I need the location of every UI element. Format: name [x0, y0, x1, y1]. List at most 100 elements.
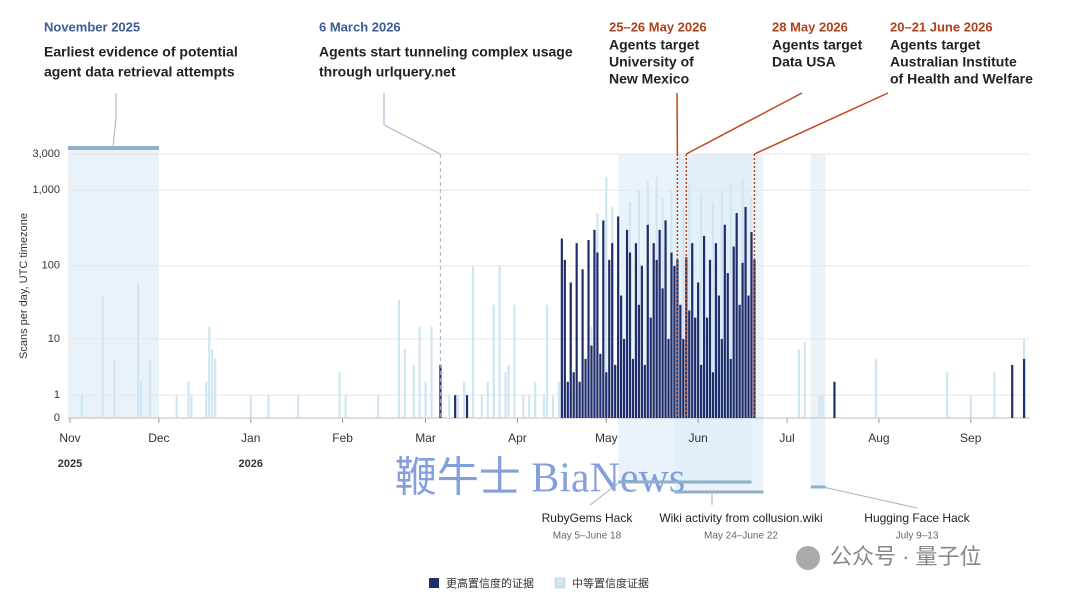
y-tick-label: 10 [48, 333, 60, 345]
bar [708, 259, 712, 418]
bar [101, 295, 104, 418]
bar [694, 317, 697, 418]
annotation-date: 6 March 2026 [319, 19, 401, 34]
bar [833, 381, 836, 418]
bar [545, 304, 549, 418]
bar [587, 240, 590, 418]
bar [711, 201, 715, 418]
legend-swatch [554, 577, 566, 589]
x-tick-label: Nov [59, 431, 80, 445]
bar [969, 395, 972, 418]
bar [682, 207, 685, 418]
x-tick-label: Apr [508, 431, 527, 445]
bar [137, 282, 140, 418]
span-leader [822, 486, 918, 509]
bar [614, 364, 617, 418]
bar [551, 395, 555, 418]
bar [655, 259, 658, 418]
y-tick-label: 100 [42, 260, 60, 272]
bar [590, 345, 593, 418]
bar [637, 304, 640, 418]
bar [513, 304, 516, 418]
x-tick-label: May [595, 431, 618, 445]
x-tick-label: Jan [241, 431, 260, 445]
bar [620, 295, 623, 418]
bar [471, 265, 475, 418]
bar [720, 338, 723, 418]
bar [726, 273, 729, 418]
bar [462, 381, 466, 418]
bar [572, 372, 575, 418]
bar [140, 381, 143, 418]
annotation-date: 25–26 May 2026 [609, 19, 707, 34]
span-dates: July 9–13 [896, 531, 939, 542]
bar [412, 364, 415, 418]
bar [492, 304, 495, 418]
legend-swatch [429, 578, 439, 588]
bar [605, 176, 608, 418]
bar [522, 395, 525, 418]
bar [649, 317, 652, 418]
annotation-text: Agents start tunneling complex usage [319, 44, 573, 60]
bar [338, 372, 341, 418]
bar [643, 364, 646, 418]
bar [397, 299, 400, 418]
bar [803, 342, 806, 418]
bar [205, 381, 208, 418]
bar [605, 372, 608, 418]
bar [652, 243, 655, 418]
y-tick-label: 0 [54, 412, 60, 424]
annotation-text: Agents target [772, 37, 863, 53]
bar [1022, 358, 1026, 418]
span-dates: May 24–June 22 [704, 531, 778, 542]
bar [640, 265, 643, 418]
bar [80, 395, 83, 418]
bar [688, 310, 691, 418]
bar [747, 295, 750, 418]
bar [711, 372, 715, 418]
bar [593, 229, 596, 418]
bar [430, 326, 433, 418]
annotation-text: Data USA [772, 54, 836, 70]
bar [667, 338, 670, 418]
bar [454, 395, 457, 418]
bar [377, 395, 380, 418]
bar [723, 224, 726, 418]
span-dates: May 5–June 18 [553, 531, 622, 542]
annotation-date: 20–21 June 2026 [890, 19, 993, 34]
bar [631, 358, 635, 418]
legend-label: 更高置信度的证据 [446, 576, 534, 590]
y-tick-label: 1 [54, 389, 60, 401]
x-tick-label: Jul [779, 431, 794, 445]
span-label: Wiki activity from collusion.wiki [659, 511, 822, 525]
bar [566, 381, 569, 418]
annotation-text: agent data retrieval attempts [44, 64, 235, 80]
bar [267, 395, 270, 418]
x-tick-label: Feb [332, 431, 353, 445]
bar [190, 395, 193, 418]
annotation-text: New Mexico [609, 71, 689, 87]
bar [821, 395, 824, 418]
span-label: Hugging Face Hack [864, 511, 970, 525]
bar [679, 304, 682, 418]
span-label: RubyGems Hack [542, 511, 634, 525]
bar [599, 353, 602, 418]
bar [563, 259, 566, 418]
bar [720, 190, 723, 418]
bar [602, 220, 605, 418]
x-tick-label: Jun [688, 431, 707, 445]
bar [1011, 364, 1014, 418]
year-label: 2025 [58, 458, 82, 470]
bar [664, 220, 667, 418]
bar [187, 381, 190, 418]
annotation-text: Agents target [890, 37, 981, 53]
bar [465, 395, 469, 418]
annotation-text: through urlquery.net [319, 64, 456, 80]
span-leader [589, 481, 621, 506]
x-tick-label: Dec [148, 431, 169, 445]
bar [705, 317, 709, 418]
bar [403, 349, 406, 418]
y-tick-label: 1,000 [32, 184, 60, 196]
bar [700, 193, 703, 418]
